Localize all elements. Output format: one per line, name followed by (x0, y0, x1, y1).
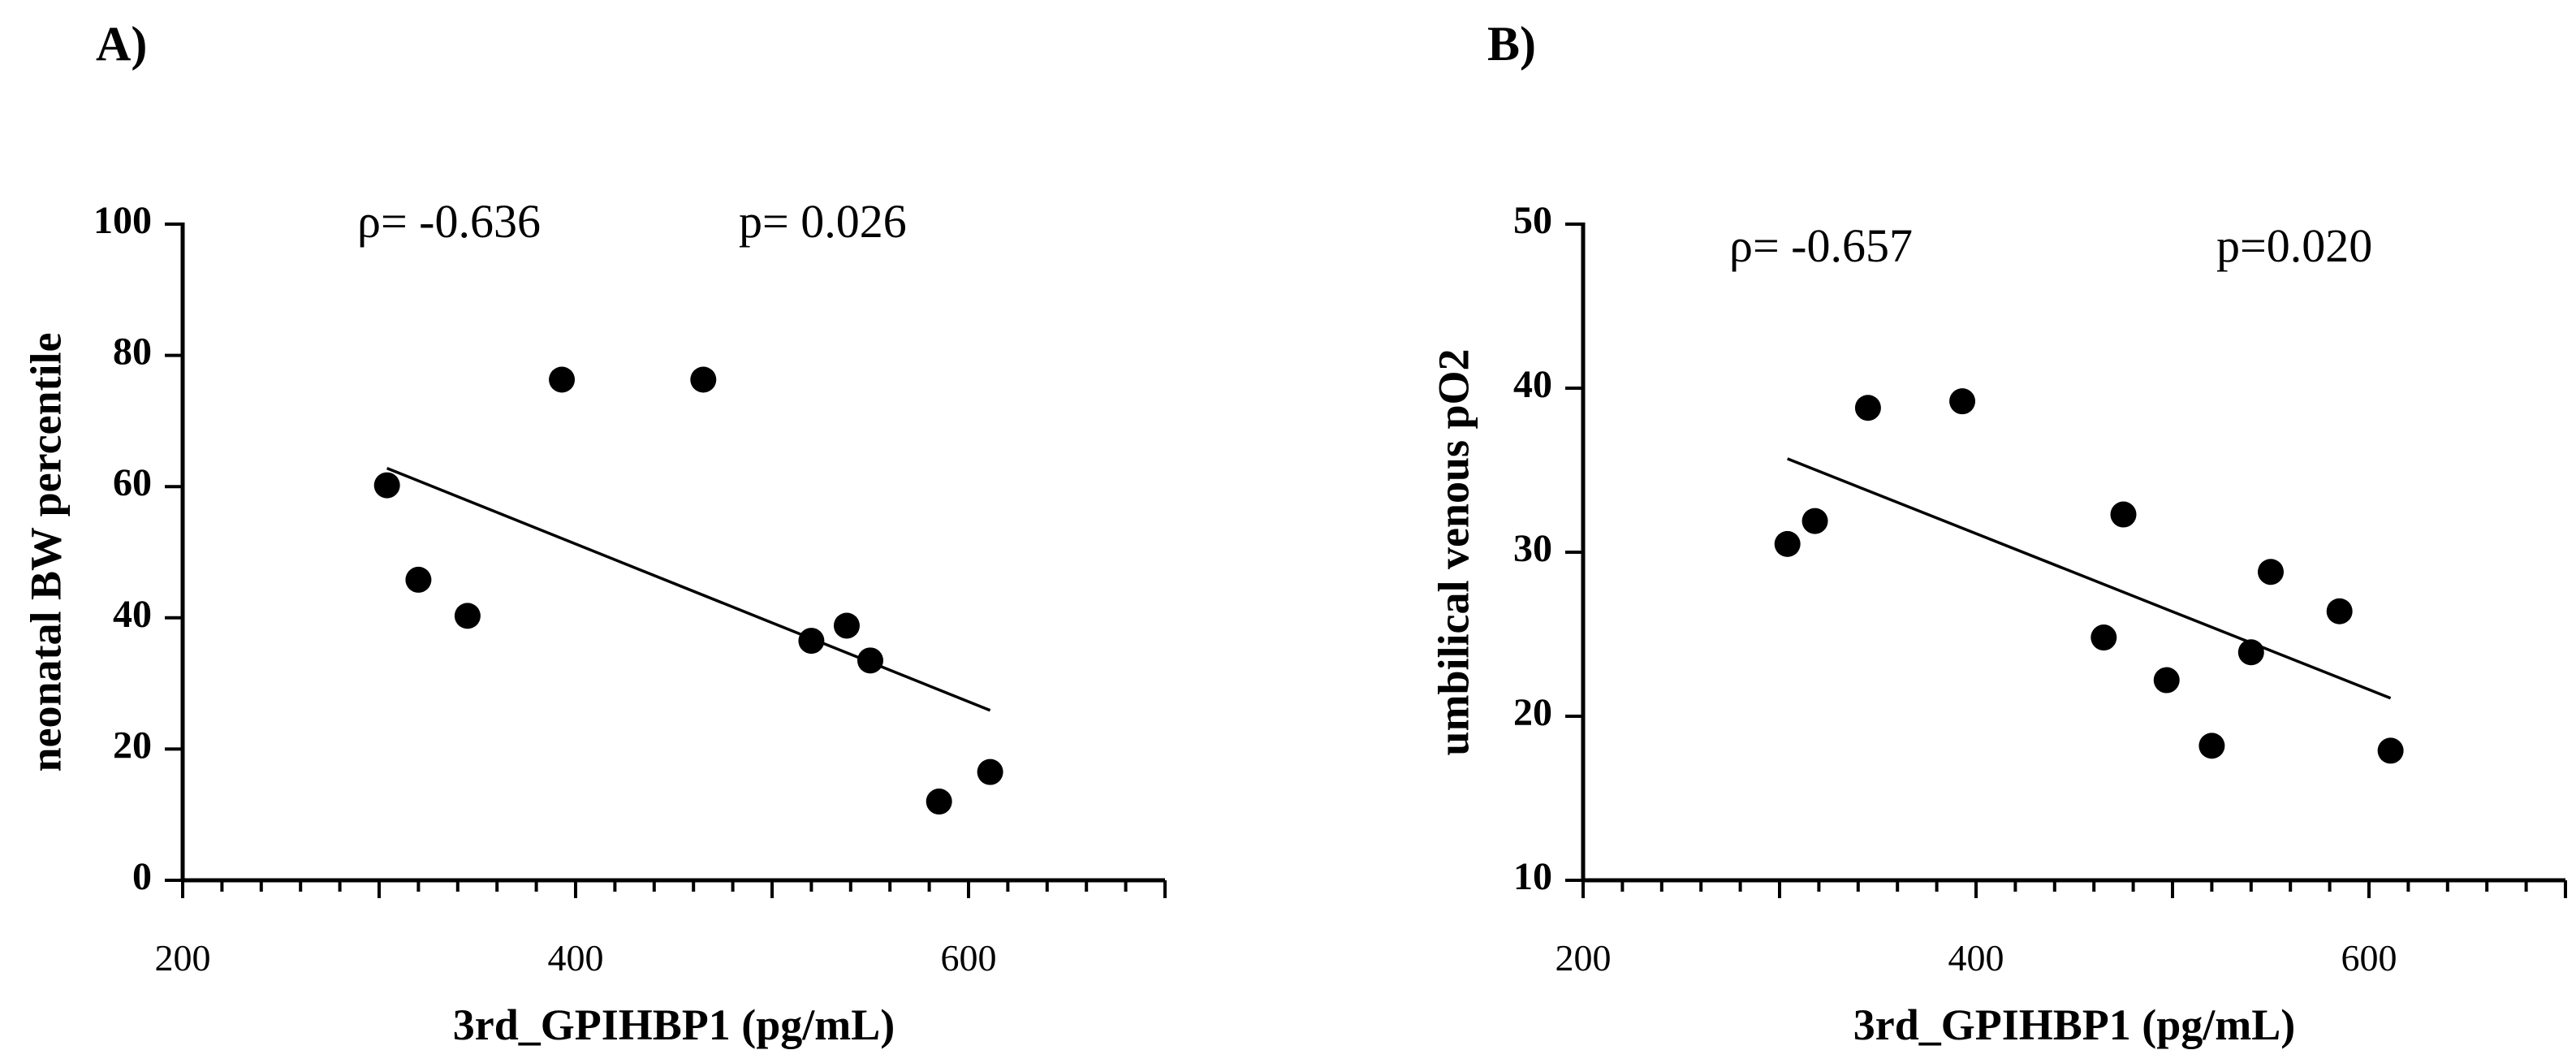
data-point (798, 628, 825, 655)
y-tick-label: 80 (113, 331, 152, 374)
x-tick-label: 600 (941, 937, 997, 979)
rho-annotation: ρ= -0.636 (357, 195, 541, 248)
data-point (373, 472, 400, 499)
data-point (549, 366, 576, 393)
panel-a: A) 200 400 600 0 20 40 60 80 100 3rd_GPIHBP1 (pg/m… (21, 17, 1167, 1049)
regression-line (386, 466, 991, 712)
y-tick-label: 50 (1513, 199, 1552, 242)
data-point (2326, 598, 2353, 624)
x-axis-label: 3rd_GPIHBP1 (pg/mL) (453, 1000, 895, 1049)
data-point (690, 366, 717, 393)
data-point (405, 566, 432, 593)
data-point (1801, 508, 1828, 534)
y-tick-label: 0 (132, 855, 152, 898)
y-axis-label: umbilical venous pO2 (1429, 348, 1478, 755)
data-point (977, 758, 1003, 785)
x-tick-label: 400 (548, 937, 604, 979)
panel-label: A) (96, 17, 147, 71)
y-tick-label: 60 (113, 461, 152, 504)
y-tick-label: 40 (1513, 363, 1552, 406)
panel-label: B) (1487, 17, 1536, 71)
data-point (1949, 388, 1976, 415)
data-point (454, 603, 481, 629)
p-annotation: p= 0.026 (739, 195, 907, 248)
x-tick-label: 200 (1556, 937, 1612, 979)
y-tick-label: 20 (1513, 691, 1552, 734)
data-point (2258, 559, 2284, 586)
data-point (833, 612, 860, 639)
y-tick-label: 100 (93, 199, 152, 242)
data-point (1774, 530, 1801, 557)
x-tick-label: 600 (2341, 937, 2397, 979)
rho-annotation: ρ= -0.657 (1729, 219, 1913, 272)
data-point (2110, 501, 2137, 528)
y-tick-label: 10 (1513, 855, 1552, 898)
p-annotation: p=0.020 (2216, 219, 2372, 272)
data-point (2153, 667, 2180, 694)
panel-b: B) 200 400 600 10 20 30 40 50 3rd_GPIHBP1 (pg/mL)… (1429, 17, 2567, 1049)
x-tick-label: 400 (1948, 937, 2004, 979)
data-point (1854, 395, 1881, 421)
y-tick-label: 40 (113, 593, 152, 636)
regression-line (1787, 457, 2392, 700)
data-point (2198, 732, 2225, 759)
x-tick-label: 200 (155, 937, 211, 979)
y-tick-label: 20 (113, 724, 152, 767)
x-axis-label: 3rd_GPIHBP1 (pg/mL) (1853, 1000, 2296, 1049)
data-point (926, 789, 952, 815)
y-tick-label: 30 (1513, 527, 1552, 570)
data-point (2377, 737, 2404, 764)
y-axis-label: neonatal BW percentile (21, 333, 70, 772)
data-point (857, 647, 883, 674)
data-point (2091, 624, 2117, 651)
data-point (2237, 639, 2264, 666)
